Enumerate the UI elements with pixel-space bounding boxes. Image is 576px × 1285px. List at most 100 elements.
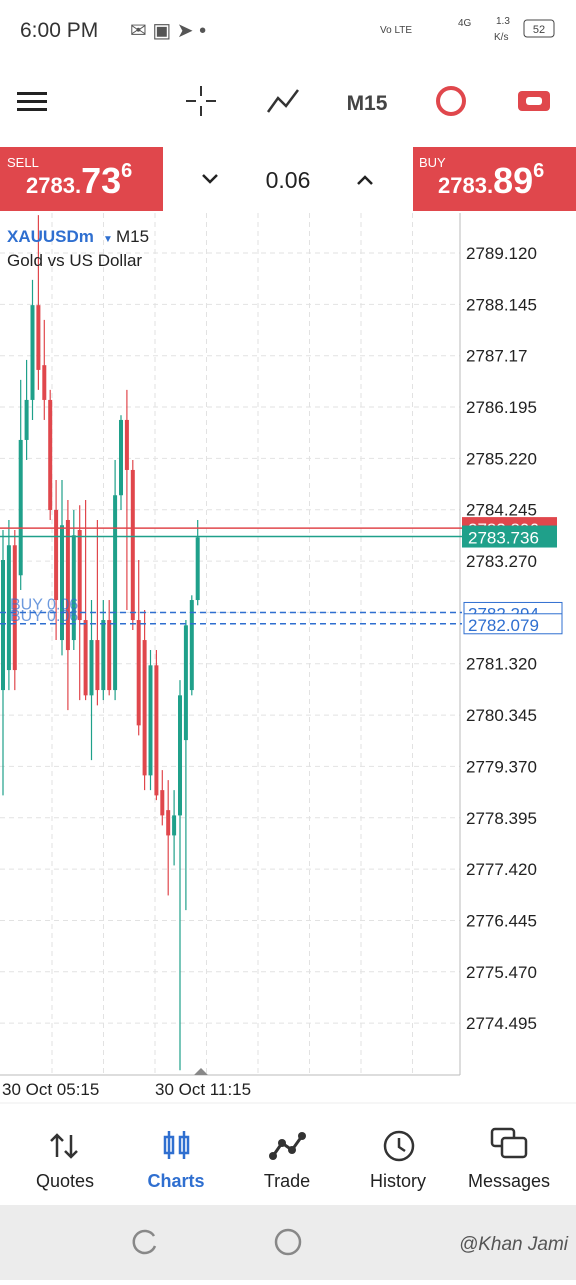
candle-body: [154, 665, 159, 796]
nav-history[interactable]: [383, 1130, 415, 1162]
candle-body: [183, 625, 188, 741]
candle-body: [12, 545, 17, 671]
status-network2: 4G: [458, 18, 472, 29]
candle-body: [172, 815, 177, 836]
nav-label: Trade: [264, 1171, 310, 1191]
order-label: BUY 0.06: [10, 608, 78, 625]
chart-plot: [1, 215, 200, 1071]
y-tick-label: 2777.420: [466, 860, 537, 879]
candle-body: [6, 545, 11, 671]
candle-body: [166, 810, 171, 836]
nav-label: Quotes: [36, 1171, 94, 1191]
candle-body: [178, 695, 182, 816]
chart-timeframe: M15: [116, 227, 149, 246]
candle-body: [65, 519, 70, 651]
y-tick-label: 2783.270: [466, 552, 537, 571]
order-label: BUY 0.06: [10, 596, 78, 613]
x-label: 30 Oct 05:15: [2, 1080, 99, 1099]
y-tick-label: 2778.395: [466, 809, 537, 828]
candle-body: [130, 469, 135, 621]
indicators-button[interactable]: [266, 89, 299, 113]
candle-body: [119, 419, 123, 496]
candle-body: [124, 419, 129, 470]
candle-body: [48, 399, 53, 510]
sell-button[interactable]: [0, 147, 163, 211]
system-home[interactable]: [274, 1228, 302, 1256]
buy-button[interactable]: [413, 147, 576, 211]
symbol: XAUUSDm: [7, 227, 94, 246]
time-marker: [194, 1068, 208, 1075]
nav-quotes[interactable]: [50, 1133, 78, 1159]
y-tick-label: 2785.220: [466, 449, 537, 468]
candle-body: [148, 665, 153, 776]
y-tick-label: 2788.145: [466, 295, 537, 314]
sell-price: 2783.736: [26, 160, 132, 201]
order-price-label: 2782.079: [468, 616, 539, 635]
y-tick-label: 2779.370: [466, 757, 537, 776]
system-nav-bar: [0, 1205, 576, 1280]
crosshair-button[interactable]: [186, 86, 216, 116]
y-tick-label: 2775.470: [466, 963, 537, 982]
system-recents[interactable]: [132, 1229, 157, 1255]
nav-charts[interactable]: [163, 1131, 190, 1159]
buy-price-sup: 6: [533, 160, 544, 182]
candle-body: [18, 439, 23, 576]
candle-body: [189, 600, 194, 691]
candle-body: [77, 529, 82, 621]
candle-body: [60, 525, 64, 641]
bid-price-label: 2783.736: [468, 529, 539, 548]
candle-body: [71, 535, 76, 641]
chart-grid: [0, 213, 460, 1075]
candle-body: [89, 640, 94, 696]
status-time: 6:00 PM: [20, 19, 98, 42]
y-tick-label: 2789.120: [466, 244, 537, 263]
nav-label: History: [370, 1171, 426, 1191]
buy-price-main: 2783.: [438, 173, 493, 198]
menu-button[interactable]: [17, 92, 47, 111]
candle-body: [54, 509, 59, 601]
lot-down[interactable]: [202, 174, 218, 184]
candle-body: [113, 495, 118, 691]
status-speed-unit: K/s: [494, 32, 508, 43]
sell-label: SELL: [7, 155, 39, 170]
nav-label: Charts: [147, 1171, 204, 1191]
candle-body: [95, 640, 100, 691]
buy-price-big: 89: [493, 160, 533, 201]
nav-trade[interactable]: [269, 1132, 306, 1160]
status-network: Vo LTE: [380, 25, 412, 36]
battery: [523, 19, 555, 38]
trade-icon: [526, 97, 542, 105]
timeframe-button[interactable]: M15: [347, 92, 388, 115]
candle-body: [1, 560, 5, 691]
bid-price-box: [462, 525, 557, 548]
objects-button[interactable]: [436, 86, 466, 116]
y-tick-label: 2774.495: [466, 1014, 537, 1033]
candle-body: [160, 790, 165, 816]
candle-body: [136, 620, 141, 726]
y-tick-label: 2786.195: [466, 398, 537, 417]
order-price-box: [463, 613, 563, 635]
candle-body: [30, 305, 35, 400]
lot-up[interactable]: [357, 175, 373, 185]
lot-size[interactable]: 0.06: [266, 167, 311, 193]
watermark: @Khan Jami: [459, 1234, 569, 1255]
nav-messages[interactable]: [490, 1127, 528, 1159]
candle-body: [101, 620, 106, 691]
sell-price-main: 2783.: [26, 173, 81, 198]
y-tick-label: 2784.245: [466, 501, 537, 520]
symbol-description: Gold vs US Dollar: [7, 251, 142, 270]
candle-body: [42, 365, 47, 400]
y-tick-label: 2787.17: [466, 347, 527, 366]
nav-label: Messages: [468, 1171, 550, 1191]
x-label: 30 Oct 11:15: [155, 1080, 251, 1099]
battery-level: 52: [533, 24, 545, 36]
candle-body: [24, 399, 29, 440]
candle-body: [107, 620, 112, 691]
symbol-dropdown[interactable]: ▼: [103, 234, 113, 245]
y-tick-label: 2781.320: [466, 655, 537, 674]
buy-label: BUY: [419, 155, 446, 170]
buy-price: 2783.896: [438, 160, 544, 201]
